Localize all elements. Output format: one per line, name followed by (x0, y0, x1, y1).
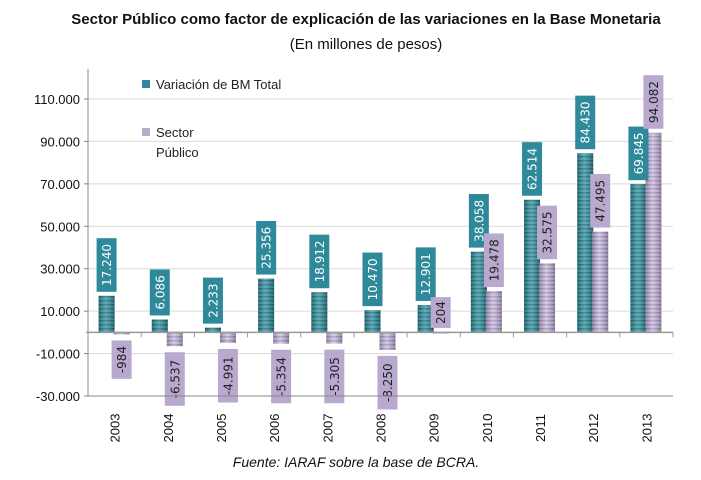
data-label: 47.495 (594, 180, 608, 222)
data-label: 62.514 (526, 148, 540, 190)
data-label: 84.430 (579, 101, 593, 143)
bar-shade (645, 132, 662, 333)
bar-shade (379, 332, 396, 350)
data-label-box (111, 340, 132, 379)
data-label-box (96, 238, 117, 292)
data-label: 204 (434, 301, 448, 324)
y-tick-label: 70.000 (40, 177, 80, 192)
data-label: -4.991 (221, 356, 235, 395)
data-label-box (483, 233, 504, 288)
data-label: 2.233 (206, 283, 220, 317)
bar-shade (485, 291, 502, 333)
y-tick-label: 50.000 (40, 219, 80, 234)
y-axis: -30.000 -10.000 10.000 30.000 50.000 70.000 90… (34, 69, 89, 404)
data-label-box (537, 205, 558, 260)
bar-shade (630, 184, 647, 333)
bar-shade (219, 332, 236, 343)
legend-swatch-bm-total (142, 80, 150, 88)
data-label: 38.058 (472, 200, 486, 242)
legend-swatch-sector-publico (142, 128, 150, 136)
bar-shade (204, 327, 221, 333)
data-label: 25.356 (260, 227, 274, 269)
data-label-box (362, 252, 383, 307)
data-labels: 17.240 -984 6.086 -6.537 2.233 -4.991 25.356 -5… (96, 75, 664, 410)
y-tick-label: 110.000 (34, 92, 80, 107)
y-tick-label: 90.000 (40, 134, 80, 149)
data-label-box (271, 349, 292, 404)
y-tick-label: 10.000 (40, 304, 80, 319)
chart-title: Sector Público como factor de explicació… (71, 11, 661, 28)
data-label: -984 (115, 346, 129, 373)
y-tick-label: -30.000 (36, 389, 80, 404)
data-label: 18.912 (313, 240, 327, 282)
data-label-box (415, 247, 436, 301)
bar-shade (151, 319, 168, 333)
bar-shade (311, 292, 328, 333)
bar-shade (470, 251, 487, 333)
bar-shade (98, 295, 115, 333)
legend: Variación de BM Total Sector Público (142, 77, 281, 160)
bar-shade (577, 153, 594, 333)
x-tick-label: 2010 (480, 414, 495, 443)
x-tick-label: 2011 (533, 414, 548, 442)
data-label-box (256, 220, 277, 275)
y-tick-label: -10.000 (36, 347, 80, 362)
data-label-box (590, 173, 611, 228)
data-label-box (164, 352, 185, 406)
legend-label-bm-total: Variación de BM Total (156, 77, 281, 92)
bar-shade (364, 310, 381, 333)
bar-shade (258, 278, 275, 333)
bar-shade (166, 332, 183, 347)
bar-shade (326, 332, 343, 344)
data-label: 6.086 (153, 275, 167, 309)
x-tick-label: 2005 (214, 414, 229, 443)
data-label: 69.845 (632, 132, 646, 174)
data-label: -5.305 (328, 357, 342, 396)
data-label: 12.901 (419, 253, 433, 295)
data-label: 32.575 (541, 211, 555, 253)
x-tick-label: 2003 (108, 414, 123, 443)
bar-shade (592, 231, 609, 333)
data-label: -8.250 (381, 363, 395, 402)
bar-shade (539, 263, 556, 333)
x-axis: 2003 2004 2005 2006 2007 2008 2009 2010 2011 2012… (86, 331, 674, 443)
chart-subtitle: (En millones de pesos) (290, 36, 443, 53)
bars (98, 132, 662, 350)
x-tick-label: 2007 (320, 414, 335, 443)
data-label-box (522, 142, 543, 196)
bar-shade (524, 199, 541, 333)
data-label: 94.082 (647, 81, 661, 123)
data-label: 19.478 (487, 239, 501, 281)
data-label: 10.470 (366, 258, 380, 300)
legend-label-sector-publico-1: Sector (156, 125, 194, 140)
data-label-box (149, 269, 170, 316)
x-tick-label: 2012 (586, 414, 601, 443)
x-tick-label: 2009 (427, 414, 442, 443)
source-footnote: Fuente: IARAF sobre la base de BCRA. (233, 454, 479, 470)
data-label-box (309, 234, 330, 289)
x-tick-label: 2013 (639, 414, 654, 443)
data-label: -6.537 (168, 360, 182, 399)
data-label-box (324, 349, 345, 404)
data-label-box (202, 277, 223, 324)
bar-shade (417, 304, 434, 333)
data-label-box (217, 348, 238, 403)
bar-shade (273, 332, 290, 344)
x-tick-label: 2008 (374, 414, 389, 443)
data-label: 17.240 (100, 244, 114, 286)
y-tick-label: 30.000 (40, 262, 80, 277)
data-label: -5.354 (275, 357, 289, 396)
x-tick-label: 2004 (161, 414, 176, 443)
data-label-box (430, 297, 451, 328)
x-tick-label: 2006 (267, 414, 282, 443)
data-label-box (575, 95, 596, 150)
data-label-box (643, 75, 664, 129)
legend-label-sector-publico-2: Público (156, 145, 199, 160)
data-label-box (628, 126, 649, 181)
bar-shade (113, 332, 130, 335)
